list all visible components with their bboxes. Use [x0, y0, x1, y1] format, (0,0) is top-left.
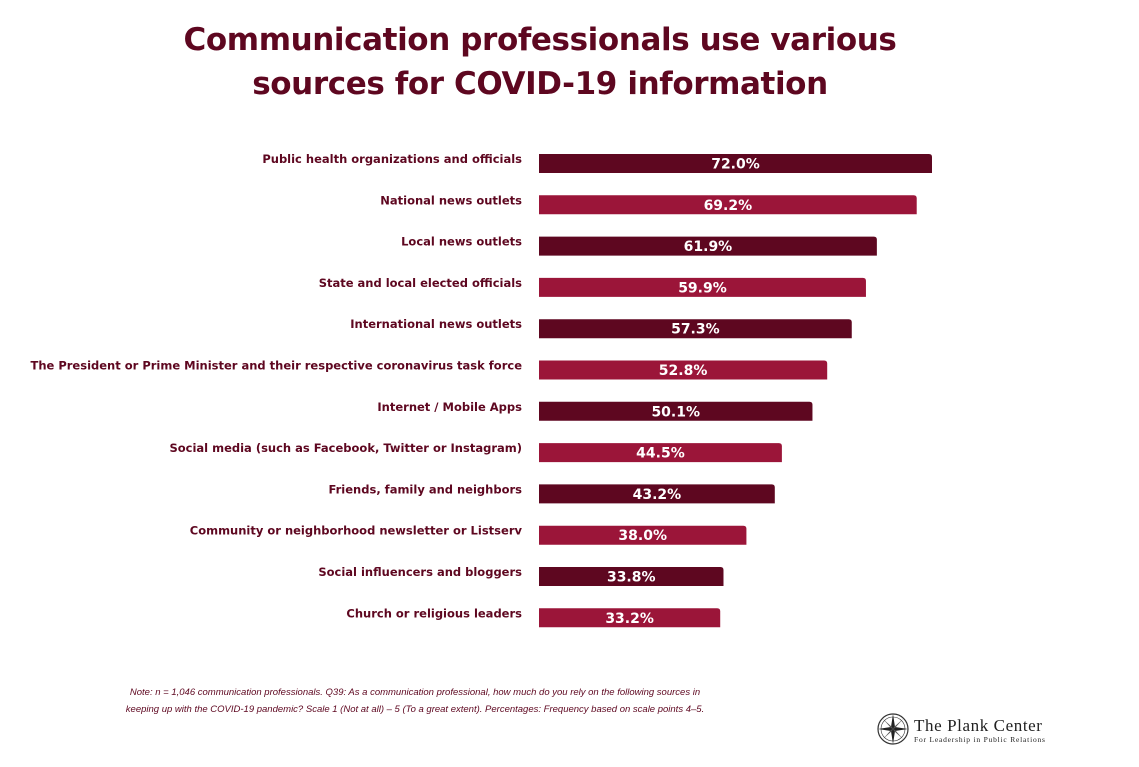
category-label: Community or neighborhood newsletter or … [190, 524, 523, 538]
logo-tagline: For Leadership in Public Relations [914, 735, 1046, 744]
chart-title-line-2: sources for COVID-19 information [252, 66, 828, 102]
bar-value-label: 69.2% [704, 198, 753, 214]
bar [539, 360, 828, 380]
bar [539, 154, 932, 173]
chart-title: Communication professionals use various … [0, 18, 1080, 106]
bar [539, 236, 877, 256]
category-label: The President or Prime Minister and thei… [31, 359, 523, 373]
plank-center-logo: The Plank Center For Leadership in Publi… [876, 712, 1096, 752]
category-label: Church or religious leaders [346, 606, 522, 620]
bar [539, 195, 917, 215]
category-label: State and local elected officials [319, 276, 522, 290]
bar-value-label: 33.8% [607, 570, 656, 586]
category-label: Social influencers and bloggers [318, 565, 522, 579]
bar-value-label: 52.8% [659, 363, 708, 379]
bar-value-label: 61.9% [684, 239, 733, 255]
category-label: Social media (such as Facebook, Twitter … [169, 441, 522, 455]
category-label: Internet / Mobile Apps [377, 400, 522, 414]
bar [539, 401, 813, 421]
bar [539, 277, 866, 297]
bar-value-label: 72.0% [711, 157, 760, 173]
chart-note-line-2: keeping up with the COVID-19 pandemic? S… [125, 704, 705, 715]
bar-value-label: 43.2% [633, 487, 682, 503]
bar [539, 567, 724, 586]
bar [539, 484, 775, 504]
bar [539, 525, 747, 545]
bar-chart: Public health organizations and official… [31, 152, 932, 628]
chart-note: Note: n = 1,046 communication profession… [0, 684, 830, 718]
bar-value-label: 38.0% [618, 528, 667, 544]
bar [539, 608, 721, 628]
category-label: Public health organizations and official… [262, 152, 522, 166]
bar-value-label: 44.5% [636, 446, 685, 462]
category-label: Local news outlets [401, 235, 522, 249]
bar-value-label: 50.1% [651, 404, 700, 420]
category-label: National news outlets [380, 193, 522, 207]
chart-title-line-1: Communication professionals use various [183, 22, 897, 58]
category-label: International news outlets [350, 317, 522, 331]
bar [539, 319, 852, 339]
bar-value-label: 57.3% [671, 322, 720, 338]
bar-value-label: 59.9% [678, 280, 727, 296]
category-label: Friends, family and neighbors [329, 482, 523, 496]
chart-note-line-1: Note: n = 1,046 communication profession… [129, 687, 701, 698]
bar-value-label: 33.2% [605, 611, 654, 627]
bar [539, 443, 782, 463]
logo-name: The Plank Center [914, 716, 1043, 735]
compass-rose-icon [877, 713, 909, 745]
